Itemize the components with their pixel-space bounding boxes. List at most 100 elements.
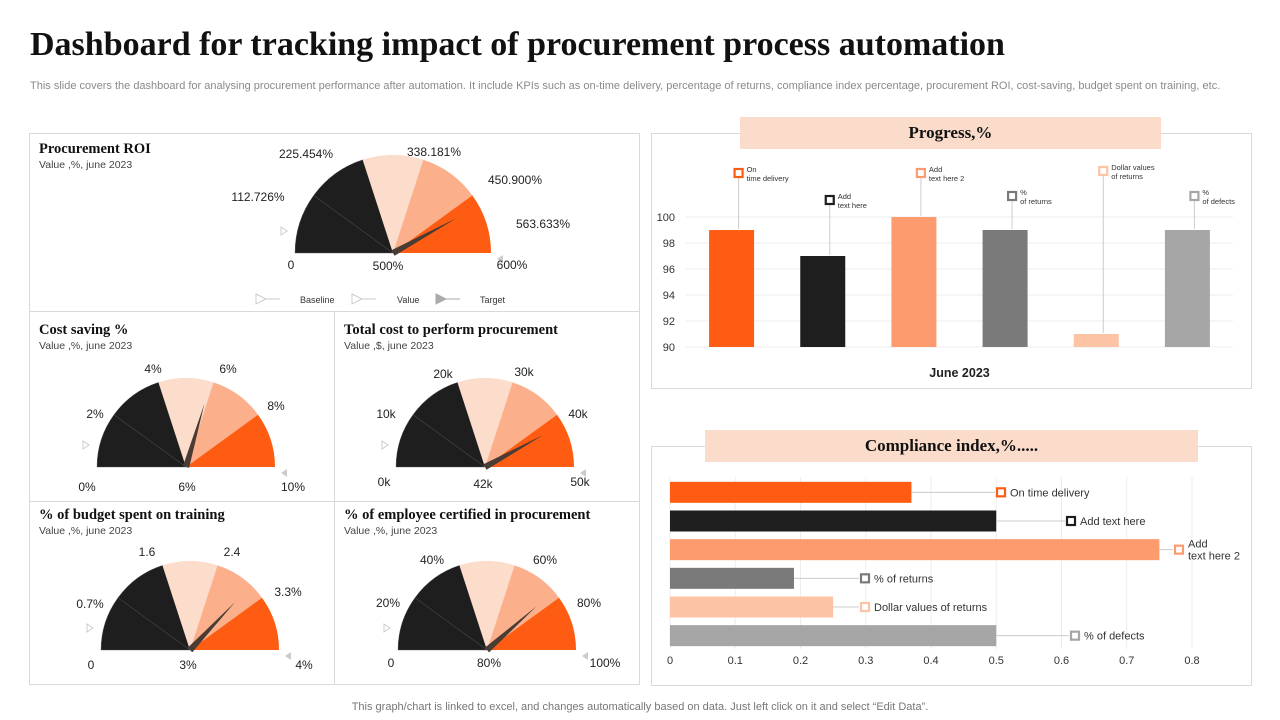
legend-value-marker xyxy=(351,293,364,305)
progress-series-label: % xyxy=(1020,188,1027,197)
gauge-total-cost-target-marker xyxy=(580,469,586,477)
roi-subtitle: Value ,%, june 2023 xyxy=(39,159,133,171)
gauge-employee-baseline-marker xyxy=(383,623,391,633)
progress-bar-5 xyxy=(1073,334,1119,347)
gauge-employee-band-label-1: 20% xyxy=(376,596,400,610)
progress-series-label: of defects xyxy=(1202,197,1235,206)
progress-series-label: On xyxy=(747,165,757,174)
compliance-xtick-label: 0.8 xyxy=(1184,655,1199,667)
gauge-budget-target-marker xyxy=(285,652,291,660)
compliance-bar-2 xyxy=(670,510,997,532)
gauge-budget-baseline-marker xyxy=(86,623,94,633)
legend-baseline-marker xyxy=(255,293,268,305)
gauge-budget-max-label: 4% xyxy=(295,658,313,672)
gauge-budget-sector-3 xyxy=(162,561,218,650)
gauge-cost-saving-value-label: 6% xyxy=(178,480,196,494)
gauge-employee-sector-2 xyxy=(414,565,488,651)
gauge-employee-sector-5 xyxy=(487,597,576,650)
gauge-roi-sector-4 xyxy=(393,159,473,253)
gauge-roi-band-label-1: 112.726% xyxy=(231,190,284,204)
gauge-employee-sector-3 xyxy=(459,561,515,650)
footer-note: This graph/chart is linked to excel, and… xyxy=(351,701,929,713)
compliance-bar-4 xyxy=(670,567,794,589)
progress-legend-marker-6 xyxy=(1189,190,1200,202)
progress-legend-marker-2 xyxy=(824,194,835,206)
gauge-employee: 20% 40% 60% 80% 0 100% 80% xyxy=(376,553,621,670)
gauge-total-cost-band-label-2: 20k xyxy=(433,367,453,381)
compliance-bar-1 xyxy=(670,481,912,503)
gauge-roi: 112.726% 225.454% 338.181% 450.900% 563.633%… xyxy=(231,145,570,273)
total-cost-title: Total cost to perform procurement xyxy=(344,322,558,338)
progress-series-label: text here xyxy=(838,201,867,210)
compliance-xtick-label: 0.7 xyxy=(1119,655,1134,667)
gauge-roi-target-marker xyxy=(497,255,503,263)
progress-ytick-label: 94 xyxy=(663,290,675,302)
gauge-cost-saving-min-label: 0% xyxy=(78,480,96,494)
compliance-legend-marker-3 xyxy=(1173,544,1185,555)
compliance-bar-3 xyxy=(670,539,1160,561)
gauge-roi-band-label-2: 225.454% xyxy=(279,147,333,161)
compliance-series-label: text here 2 xyxy=(1188,551,1240,563)
gauge-cost-saving-sector-4 xyxy=(186,382,258,467)
progress-series-label: time delivery xyxy=(747,174,789,183)
gauge-employee-min-label: 0 xyxy=(388,656,395,670)
gauge-employee-band-label-3: 60% xyxy=(533,553,557,567)
progress-ytick-label: 90 xyxy=(663,342,675,354)
gauge-budget-value-label: 3% xyxy=(179,658,197,672)
gauge-budget: 0.7% 1.6 2.4 3.3% 0 4% 3% xyxy=(76,545,313,672)
gauge-roi-sector-2 xyxy=(313,159,394,254)
compliance-bar-5 xyxy=(670,596,834,618)
compliance-series-label: % of defects xyxy=(1084,631,1145,643)
compliance-xtick-label: 0.3 xyxy=(858,655,873,667)
compliance-legend-marker-4 xyxy=(859,573,871,584)
gauge-budget-band-label-3: 2.4 xyxy=(224,545,241,559)
gauge-total-cost-sector-3 xyxy=(457,378,513,467)
legend-value-label: Value xyxy=(397,295,419,305)
gauge-cost-saving-band-label-2: 4% xyxy=(144,362,162,376)
roi-legend: Baseline Value Target xyxy=(255,293,506,305)
gauge-employee-value-label: 80% xyxy=(477,656,501,670)
cost-saving-subtitle: Value ,%, june 2023 xyxy=(39,340,133,352)
progress-legend-marker-3 xyxy=(915,167,927,179)
compliance-xtick-label: 0 xyxy=(667,655,673,667)
legend-target-label: Target xyxy=(480,295,506,305)
gauge-total-cost-band-label-1: 10k xyxy=(376,407,396,421)
gauge-roi-needle xyxy=(391,218,457,256)
compliance-series-label: % of returns xyxy=(874,573,934,585)
total-cost-subtitle: Value ,$, june 2023 xyxy=(344,340,434,352)
compliance-legend-marker-6 xyxy=(1069,630,1081,641)
legend-baseline-label: Baseline xyxy=(300,295,335,305)
progress-legend-marker-1 xyxy=(733,167,744,179)
gauge-cost-saving-target-marker xyxy=(281,469,287,477)
gauge-cost-saving-band-label-1: 2% xyxy=(86,407,104,421)
gauge-employee-band-label-2: 40% xyxy=(420,553,444,567)
progress-legend-marker-5 xyxy=(1098,165,1109,177)
compliance-chart-title: Compliance index,%..... xyxy=(705,430,1198,462)
progress-series-label: of returns xyxy=(1111,172,1143,181)
progress-ytick-label: 92 xyxy=(663,316,675,328)
gauge-panel-employee xyxy=(334,501,640,685)
gauge-cost-saving-needle xyxy=(182,403,205,468)
gauge-roi-baseline-marker xyxy=(280,226,288,236)
gauge-cost-saving-sector-3 xyxy=(158,378,214,467)
gauge-employee-sector-4 xyxy=(487,565,559,650)
progress-xlabel: June 2023 xyxy=(929,366,990,380)
budget-subtitle: Value ,%, june 2023 xyxy=(39,525,133,537)
progress-bar-3 xyxy=(891,217,937,347)
progress-series-label: Dollar values xyxy=(1111,163,1155,172)
employee-subtitle: Value ,%, june 2023 xyxy=(344,525,438,537)
compliance-xtick-label: 0.4 xyxy=(923,655,938,667)
gauge-budget-band-label-2: 1.6 xyxy=(139,545,156,559)
compliance-xtick-label: 0.1 xyxy=(728,655,743,667)
gauge-total-cost-band-label-3: 30k xyxy=(514,365,534,379)
cost-saving-title: Cost saving % xyxy=(39,322,129,338)
gauge-employee-needle xyxy=(484,606,537,653)
gauge-cost-saving-sector-5 xyxy=(186,414,275,467)
compliance-bar-6 xyxy=(670,625,997,647)
gauge-roi-band-label-4: 450.900% xyxy=(488,173,542,187)
gauge-roi-min-label: 0 xyxy=(288,258,295,272)
progress-ytick-label: 100 xyxy=(657,212,675,224)
gauge-roi-band-label-3: 338.181% xyxy=(407,145,461,159)
compliance-xtick-label: 0.6 xyxy=(1054,655,1069,667)
gauge-roi-sector-3 xyxy=(362,154,424,253)
